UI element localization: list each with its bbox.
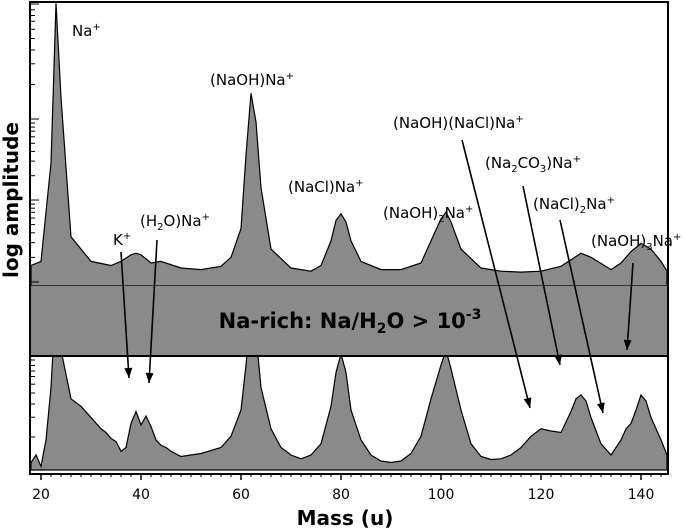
- band-label: Na-rich: Na/H2O > 10-3: [219, 307, 482, 337]
- x-tick-label-80: 80: [332, 487, 350, 503]
- y-axis-label: log amplitude: [0, 122, 23, 278]
- x-tick-label-20: 20: [32, 487, 50, 503]
- x-tick-label-100: 100: [428, 487, 455, 503]
- x-tick-label-60: 60: [232, 487, 250, 503]
- nacl2-na-arrow: [559, 219, 604, 414]
- x-tick-label-140: 140: [628, 487, 655, 503]
- naoh-nacl-na-arrow: [461, 139, 531, 409]
- h2o-na-arrow-head: [145, 372, 154, 383]
- peak-label-na2co3-na: (Na2CO3)Na+: [485, 154, 581, 175]
- spectra-layer: [30, 3, 668, 471]
- peak-label-nacl2-na: (NaCl)2Na+: [533, 195, 615, 216]
- h2o-na-arrow: [148, 239, 158, 384]
- x-axis-label: Mass (u): [297, 506, 394, 530]
- na-rich-band: [30, 286, 668, 356]
- peak-label-h2o-na: (H2O)Na+: [140, 212, 210, 233]
- naoh3-na-arrow-head: [623, 339, 632, 350]
- plot-frame: [29, 1, 669, 475]
- peak-label-k: K+: [113, 231, 131, 249]
- peak-label-naoh2-na: (NaOH)2Na+: [383, 204, 473, 225]
- spectrum-series-2: [30, 297, 668, 471]
- axes: 20 40 60 80 100 120 140: [29, 1, 669, 503]
- peak-label-naoh3-na: (NaOH)3Na+: [591, 232, 681, 253]
- spectrum-series-1: [30, 3, 668, 287]
- peak-label-nacl-na: (NaCl)Na+: [288, 178, 364, 196]
- x-tick-label-40: 40: [132, 487, 150, 503]
- na2co3-na-arrow: [522, 185, 561, 366]
- k-arrow: [120, 251, 130, 379]
- na2co3-na-arrow-head: [554, 354, 562, 365]
- nacl2-na-arrow-head: [596, 402, 605, 413]
- x-tick-label-120: 120: [528, 487, 555, 503]
- peak-annotations: Na+ (NaOH)Na+ (NaCl)Na+ (NaOH)2Na+ (NaOH)(Na…: [72, 22, 681, 414]
- peak-label-naoh-nacl-na: (NaOH)(NaCl)Na+: [393, 114, 524, 132]
- naoh3-na-arrow: [626, 262, 634, 351]
- peak-label-naoh-na: (NaOH)Na+: [210, 71, 294, 89]
- k-arrow-head: [124, 367, 133, 378]
- peak-label-na: Na+: [72, 22, 101, 40]
- naoh-nacl-na-arrow-head: [523, 397, 532, 408]
